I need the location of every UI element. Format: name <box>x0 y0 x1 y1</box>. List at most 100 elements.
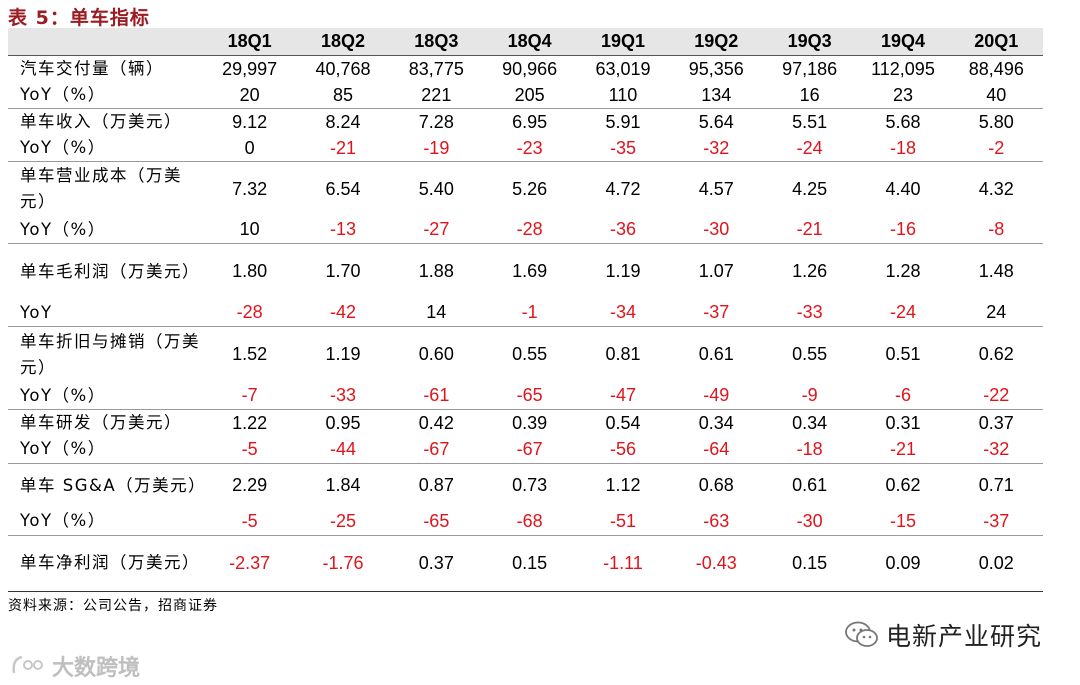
value-cell: 7.32 <box>232 178 268 199</box>
metrics-table: 18Q1 18Q2 18Q3 18Q4 19Q1 19Q2 19Q3 19Q4 20Q1 汽车交… <box>8 28 1043 592</box>
row-label: 单车 SG&A（万美元） <box>20 475 207 495</box>
value-cell: 88,496 <box>968 58 1024 79</box>
value-cell: -16 <box>856 216 950 244</box>
value-cell: 134 <box>669 82 763 109</box>
value-cell: -44 <box>296 436 390 464</box>
value-cell: -9 <box>762 382 857 410</box>
table-row: 单车营业成本（万美元） 7.32 6.54 5.40 5.26 4.72 4.57 4.25 4… <box>8 162 1043 217</box>
value-cell: -61 <box>389 382 483 410</box>
value-cell: 6.54 <box>325 178 361 199</box>
value-cell: 90,966 <box>502 58 558 79</box>
value-cell: -19 <box>389 135 483 162</box>
value-cell: 5.26 <box>512 178 548 199</box>
header-cell-18q4: 18Q4 <box>482 28 577 56</box>
value-cell: 0.54 <box>605 412 641 433</box>
value-cell: -1.11 <box>576 535 670 592</box>
value-cell: 0.68 <box>698 475 734 496</box>
value-cell: 0.09 <box>856 535 950 592</box>
value-cell: -8 <box>949 216 1043 244</box>
value-cell: -68 <box>482 508 577 536</box>
value-cell: 1.52 <box>232 344 268 365</box>
watermark-logo-icon <box>12 655 43 674</box>
value-cell: 23 <box>856 82 950 109</box>
value-cell: 0.34 <box>792 412 828 433</box>
row-label: 单车折旧与摊销（万美元） <box>20 331 200 377</box>
value-cell: -21 <box>296 135 390 162</box>
value-cell: 0.37 <box>389 535 483 592</box>
value-cell: -33 <box>296 382 390 410</box>
table-title: 表 5：单车指标 <box>8 7 150 29</box>
value-cell: -32 <box>949 436 1043 464</box>
value-cell: -21 <box>856 436 950 464</box>
value-cell: 221 <box>389 82 483 109</box>
value-cell: 0.61 <box>792 475 828 496</box>
value-cell: -67 <box>389 436 483 464</box>
table-row: 单车净利润（万美元） -2.37 -1.76 0.37 0.15 -1.11 -0.43 0.… <box>8 535 1043 592</box>
value-cell: 40,768 <box>315 58 371 79</box>
value-cell: -24 <box>762 135 857 162</box>
row-label: YoY（%） <box>8 135 203 162</box>
header-cell-19q2: 19Q2 <box>669 28 763 56</box>
value-cell: 1.28 <box>885 261 921 282</box>
value-cell: -56 <box>576 436 670 464</box>
value-cell: -49 <box>669 382 763 410</box>
value-cell: 0.34 <box>698 412 734 433</box>
value-cell: 6.95 <box>512 111 548 132</box>
header-cell-18q3: 18Q3 <box>389 28 483 56</box>
value-cell: -28 <box>482 216 577 244</box>
value-cell: -51 <box>576 508 670 536</box>
value-cell: -21 <box>762 216 857 244</box>
value-cell: 4.32 <box>978 178 1014 199</box>
value-cell: -18 <box>856 135 950 162</box>
header-cell-19q1: 19Q1 <box>576 28 670 56</box>
value-cell: -5 <box>203 508 297 536</box>
row-label: 汽车交付量（辆） <box>20 59 164 78</box>
row-label: YoY（%） <box>8 82 203 109</box>
table-row: 单车研发（万美元） 1.22 0.95 0.42 0.39 0.54 0.34 0.34 0.3… <box>8 410 1043 437</box>
value-cell: 1.19 <box>605 261 641 282</box>
value-cell: -34 <box>576 299 670 327</box>
value-cell: 0.02 <box>949 535 1043 592</box>
value-cell: 0 <box>203 135 297 162</box>
row-label: YoY（%） <box>8 382 203 410</box>
value-cell: -2 <box>949 135 1043 162</box>
table-row: YoY（%） 20 85 221 205 110 134 16 23 40 <box>8 82 1043 109</box>
value-cell: -37 <box>669 299 763 327</box>
value-cell: -30 <box>669 216 763 244</box>
value-cell: -23 <box>482 135 577 162</box>
value-cell: 205 <box>482 82 577 109</box>
header-cell-18q2: 18Q2 <box>296 28 390 56</box>
table-row: 单车收入（万美元） 9.12 8.24 7.28 6.95 5.91 5.64 5.51 5.6… <box>8 109 1043 136</box>
value-cell: 8.24 <box>325 111 361 132</box>
value-cell: -25 <box>296 508 390 536</box>
table-row: YoY（%） 10 -13 -27 -28 -36 -30 -21 -16 -8 <box>8 216 1043 244</box>
value-cell: -32 <box>669 135 763 162</box>
value-cell: -65 <box>482 382 577 410</box>
row-label: YoY（%） <box>8 216 203 244</box>
value-cell: 24 <box>949 299 1043 327</box>
value-cell: 0.71 <box>978 475 1014 496</box>
header-cell-19q4: 19Q4 <box>856 28 950 56</box>
value-cell: -27 <box>389 216 483 244</box>
value-cell: 97,186 <box>782 58 838 79</box>
value-cell: 0.60 <box>418 344 454 365</box>
value-cell: 95,356 <box>688 58 744 79</box>
value-cell: 83,775 <box>408 58 464 79</box>
value-cell: 85 <box>296 82 390 109</box>
value-cell: 63,019 <box>595 58 651 79</box>
value-cell: -22 <box>949 382 1043 410</box>
row-label: YoY <box>8 299 203 327</box>
value-cell: 16 <box>762 82 857 109</box>
header-cell-18q1: 18Q1 <box>203 28 297 56</box>
brand-mark: 电新产业研究 <box>844 617 1042 653</box>
value-cell: 20 <box>203 82 297 109</box>
value-cell: 1.69 <box>512 261 548 282</box>
value-cell: 5.68 <box>885 111 921 132</box>
value-cell: 0.81 <box>605 344 641 365</box>
value-cell: 0.39 <box>512 412 548 433</box>
table-row: YoY（%） 0 -21 -19 -23 -35 -32 -24 -18 -2 <box>8 135 1043 162</box>
value-cell: -65 <box>389 508 483 536</box>
header-cell-20q1: 20Q1 <box>949 28 1043 56</box>
value-cell: -64 <box>669 436 763 464</box>
value-cell: 2.29 <box>232 475 268 496</box>
